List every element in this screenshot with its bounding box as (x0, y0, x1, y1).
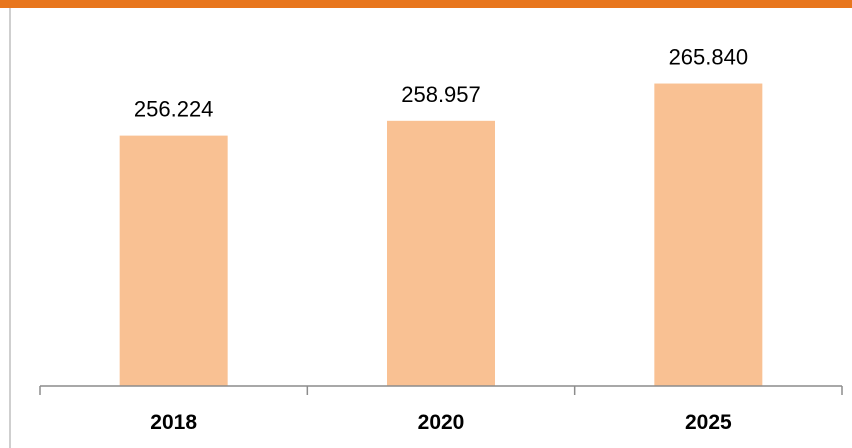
accent-top-bar (0, 0, 852, 8)
x-tick-label: 2018 (150, 411, 197, 434)
data-labels: 256.224 258.957 265.840 (134, 45, 748, 122)
bar-2018 (119, 135, 228, 386)
x-tick-label: 2020 (418, 411, 465, 434)
bars (119, 83, 763, 387)
x-tick-label: 2025 (685, 411, 732, 434)
x-tick-labels: 2018 2020 2025 (150, 411, 732, 434)
bar-2020 (387, 120, 495, 386)
x-axis-ticks (39, 386, 843, 395)
bar-value-label: 258.957 (401, 82, 481, 107)
bar-value-label: 265.840 (669, 45, 749, 70)
bar-2025 (654, 83, 763, 387)
bar-value-label: 256.224 (134, 97, 214, 122)
